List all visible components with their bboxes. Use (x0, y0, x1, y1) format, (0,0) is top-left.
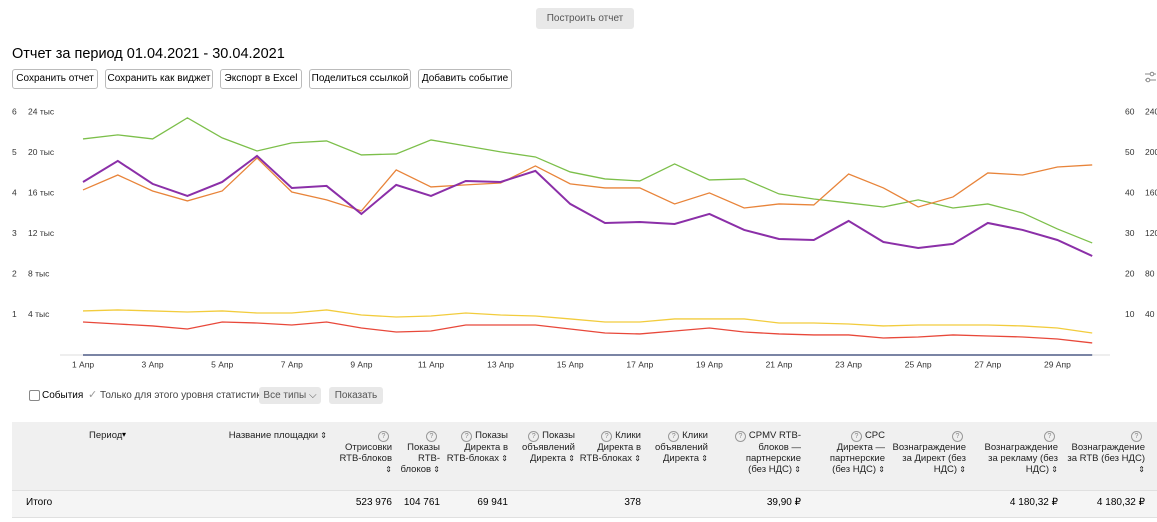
x-tick-label: 19 Апр (696, 359, 723, 369)
table-cell: 4 180,32 ₽ (1096, 497, 1145, 508)
settings-icon[interactable] (1144, 71, 1157, 84)
y-tick-label: 24 тыс (28, 106, 55, 116)
y-tick-label: 120 (1145, 228, 1157, 238)
sort-icon: ▾ (122, 430, 127, 439)
y-tick-label: 2 (12, 268, 17, 278)
y-tick-label: 8 тыс (28, 268, 50, 278)
y-tick-label: 200 (1145, 147, 1157, 157)
events-label: События (42, 390, 84, 401)
table-cell: 69 941 (477, 497, 508, 508)
level-label: Только для этого уровня статистики (100, 390, 267, 401)
level-checkbox[interactable]: ✓ (88, 389, 98, 401)
events-checkbox[interactable] (29, 390, 40, 401)
x-tick-label: 1 Апр (72, 359, 94, 369)
series-line (82, 309, 1093, 334)
y-tick-label: 160 (1145, 187, 1157, 197)
report-button[interactable]: Сохранить как виджет (105, 69, 213, 89)
y-tick-label: 3 (12, 228, 17, 238)
x-tick-label: 5 Апр (211, 359, 233, 369)
column-header[interactable]: Вознаграждение за рекламу (без НДС) (978, 430, 1058, 475)
x-tick-label: 21 Апр (766, 359, 793, 369)
x-tick-label: 15 Апр (557, 359, 584, 369)
report-button[interactable]: Сохранить отчет (12, 69, 98, 89)
report-title: Отчет за период 01.04.2021 - 30.04.2021 (12, 46, 285, 62)
series-line (82, 154, 1093, 257)
build-button[interactable]: Построить отчет (536, 8, 634, 29)
x-tick-label: 17 Апр (626, 359, 653, 369)
chart: 1 2 3 4 5 6 4 тыс 8 тыс 12 тыс 16 тыс 20 тыс 24 тыс… (12, 106, 1157, 369)
y-tick-label: 50 (1125, 147, 1135, 157)
type-select[interactable]: Все типы ⌵ (259, 387, 321, 404)
x-tick-label: 9 Апр (350, 359, 372, 369)
report-button[interactable]: Поделиться ссылкой (309, 69, 411, 89)
x-tick-label: 29 Апр (1044, 359, 1071, 369)
y-tick-label: 20 (1125, 268, 1135, 278)
x-tick-label: 7 Апр (281, 359, 303, 369)
series-line (82, 117, 1093, 244)
x-tick-label: 25 Апр (905, 359, 932, 369)
column-header[interactable]: CPC Директа — партнерские (без НДС) (815, 430, 885, 475)
y-tick-label: 40 (1125, 187, 1135, 197)
y-tick-label: 20 тыс (28, 147, 55, 157)
y-tick-label: 1 (12, 309, 17, 319)
column-header[interactable]: Отрисовки RTB-блоков (332, 430, 392, 475)
column-header[interactable]: Название площадки (207, 430, 327, 441)
y-tick-label: 4 (12, 187, 17, 197)
column-header[interactable]: Клики объявлений Директа (648, 430, 708, 464)
column-header[interactable]: Показы объявлений Директа (519, 430, 575, 464)
y-tick-label: 16 тыс (28, 187, 55, 197)
y-tick-label: 4 тыс (28, 309, 50, 319)
table-cell: 378 (624, 497, 641, 508)
y-tick-label: 10 (1125, 309, 1135, 319)
column-header[interactable]: Вознаграждение за RTB (без НДС) (1063, 430, 1145, 475)
table-cell: 4 180,32 ₽ (1009, 497, 1058, 508)
y-tick-label: 30 (1125, 228, 1135, 238)
y-tick-label: 12 тыс (28, 228, 55, 238)
show-button[interactable]: Показать (329, 387, 383, 404)
x-tick-label: 13 Апр (487, 359, 514, 369)
y-tick-label: 80 (1145, 268, 1155, 278)
y-tick-label: 6 (12, 106, 17, 116)
table-cell: 104 761 (403, 497, 440, 508)
x-tick-label: 11 Апр (418, 359, 444, 369)
table-cell: 39,90 ₽ (766, 497, 801, 508)
x-tick-label: 23 Апр (835, 359, 862, 369)
y-tick-label: 240 (1145, 106, 1157, 116)
type-select-text: Все типы (263, 390, 307, 401)
column-header[interactable]: Показы RTB-блоков (400, 430, 440, 475)
column-header[interactable]: CPMV RTB-блоков — партнерские (без НДС) (729, 430, 801, 475)
total-row (12, 490, 1157, 518)
y-tick-label: 60 (1125, 106, 1135, 116)
y-tick-label: 40 (1145, 309, 1155, 319)
x-tick-label: 3 Апр (142, 359, 164, 369)
table-cell: Итого (26, 497, 53, 508)
column-header[interactable]: Период (89, 430, 123, 441)
column-header[interactable]: Вознаграждение за Директ (без НДС) (891, 430, 966, 475)
table-cell: 523 976 (355, 497, 392, 508)
x-tick-label: 27 Апр (974, 359, 1001, 369)
series-line (82, 321, 1093, 344)
series-line (82, 157, 1093, 212)
report-button[interactable]: Экспорт в Excel (220, 69, 302, 89)
report-button[interactable]: Добавить событие (418, 69, 512, 89)
column-header[interactable]: Показы Директа в RTB-блоках (446, 430, 508, 464)
y-tick-label: 5 (12, 147, 17, 157)
column-header[interactable]: Клики Директа в RTB-блоках (579, 430, 641, 464)
